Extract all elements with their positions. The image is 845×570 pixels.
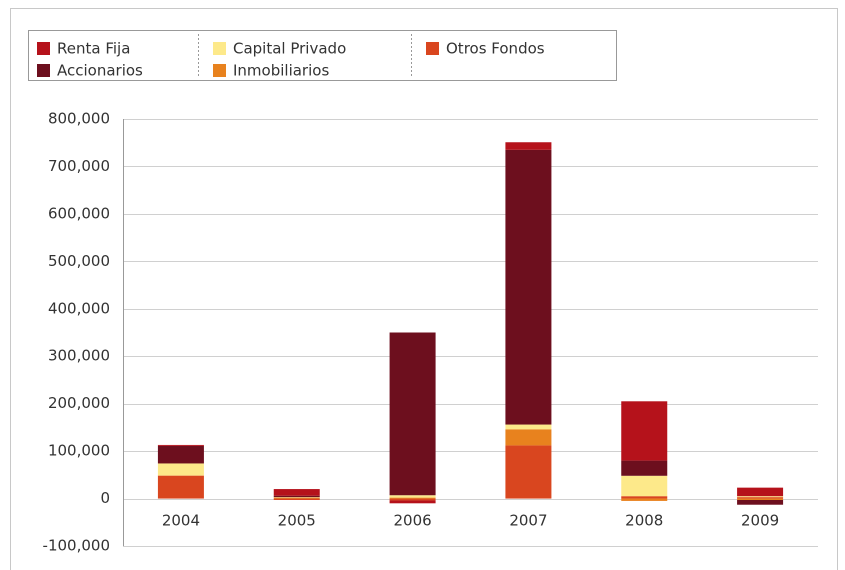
bar-segment <box>157 463 204 476</box>
legend-swatch <box>426 42 439 55</box>
legend-label: Renta Fija <box>57 40 130 58</box>
bar-segment <box>621 496 668 499</box>
bar-segment <box>621 498 668 501</box>
bar-segment <box>737 498 784 500</box>
bar-segment <box>737 496 784 498</box>
bar-segment <box>389 497 436 499</box>
legend-box <box>28 30 617 81</box>
x-tick-label: 2005 <box>278 512 316 530</box>
legend-label: Inmobiliarios <box>233 62 329 80</box>
bar-segment <box>273 498 320 500</box>
x-tick-label: 2008 <box>625 512 663 530</box>
legend-swatch <box>37 42 50 55</box>
y-tick-label: 500,000 <box>48 252 110 270</box>
bar-segment <box>273 497 320 499</box>
x-tick-label: 2006 <box>393 512 431 530</box>
bar-segment <box>157 445 204 464</box>
frame <box>10 8 838 570</box>
bar-segment <box>389 498 436 501</box>
bar-segment <box>389 500 436 504</box>
y-tick-label: 300,000 <box>48 347 110 365</box>
bar-segment <box>273 489 320 496</box>
bar-segment <box>505 429 552 446</box>
bar-segment <box>505 445 552 499</box>
bar-segment <box>737 499 784 505</box>
legend-label: Accionarios <box>57 62 143 80</box>
legend-swatch <box>213 42 226 55</box>
bar-segment <box>621 460 668 476</box>
y-tick-label: 800,000 <box>48 110 110 128</box>
legend-label: Otros Fondos <box>446 40 545 58</box>
bar-segment <box>389 495 436 498</box>
bar-segment <box>157 444 204 446</box>
bar-segment <box>737 487 784 497</box>
legend-swatch <box>213 64 226 77</box>
x-tick-label: 2009 <box>741 512 779 530</box>
y-tick-label: 200,000 <box>48 394 110 412</box>
y-tick-label: 600,000 <box>48 204 110 222</box>
bar-segment <box>621 401 668 461</box>
x-tick-label: 2004 <box>162 512 200 530</box>
y-tick-label: 100,000 <box>48 442 110 460</box>
bar-segment <box>389 332 436 496</box>
y-tick-label: 0 <box>100 489 110 507</box>
bar-segment <box>273 495 320 498</box>
legend-label: Capital Privado <box>233 40 346 58</box>
bar-segment <box>737 497 784 499</box>
bar-segment <box>505 424 552 430</box>
bar-segment <box>621 475 668 497</box>
y-tick-label: 700,000 <box>48 157 110 175</box>
bar-segment <box>505 142 552 150</box>
y-tick-label: -100,000 <box>43 537 110 555</box>
y-tick-label: 400,000 <box>48 299 110 317</box>
bar-segment <box>505 149 552 425</box>
legend-swatch <box>37 64 50 77</box>
bar-segment <box>157 475 204 499</box>
x-tick-label: 2007 <box>509 512 547 530</box>
